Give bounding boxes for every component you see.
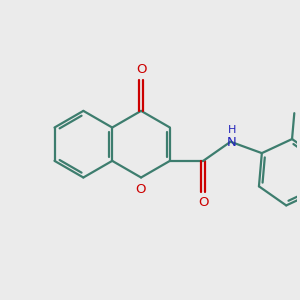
- Text: O: O: [198, 196, 208, 209]
- Text: O: O: [135, 182, 146, 196]
- Text: O: O: [136, 63, 146, 76]
- Text: H: H: [228, 125, 237, 135]
- Text: N: N: [226, 136, 236, 149]
